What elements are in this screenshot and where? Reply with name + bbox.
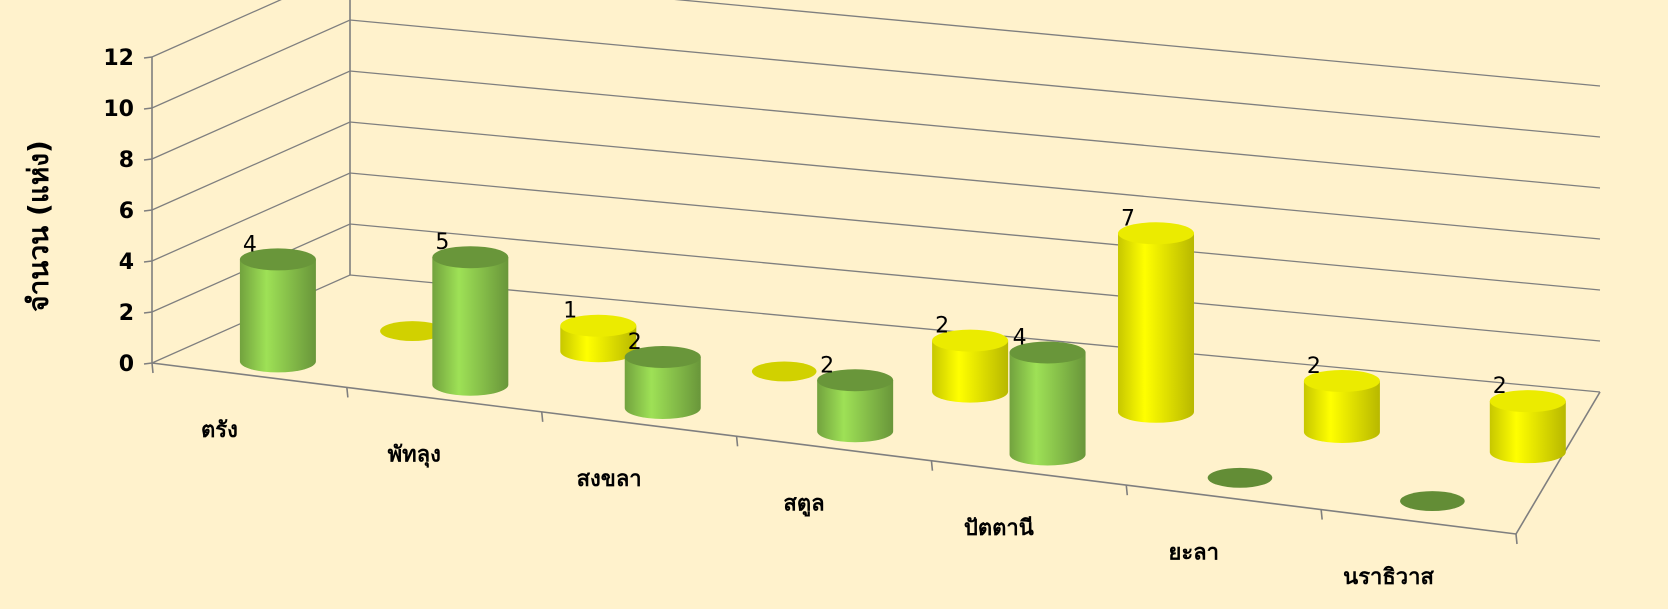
- x-tick-mark: [1125, 485, 1129, 496]
- bar: [1400, 491, 1465, 511]
- bar: [1009, 341, 1086, 466]
- data-label: 4: [243, 232, 257, 257]
- bar-body: [1009, 352, 1086, 466]
- bar-top: [817, 369, 894, 392]
- x-tick-mark: [346, 387, 349, 398]
- y-tick-mark: [143, 158, 153, 161]
- y-tick-mark: [143, 107, 153, 110]
- bar-body: [932, 340, 1009, 403]
- bar-top: [1489, 390, 1566, 413]
- x-tick-mark: [1320, 509, 1323, 520]
- x-tick-mark: [735, 436, 739, 447]
- y-tick-mark: [143, 209, 153, 212]
- bar-body: [1303, 380, 1380, 443]
- y-tick-label: 0: [119, 352, 134, 377]
- bar-body: [1489, 401, 1566, 464]
- y-tick-label: 6: [119, 199, 134, 224]
- x-axis-line: [151, 362, 1517, 535]
- gridline: [151, 70, 1601, 189]
- bar-top: [432, 246, 509, 269]
- y-axis-title: จำนวน (แห่ง): [22, 140, 55, 312]
- bar-top: [624, 345, 701, 368]
- bar-top: [239, 248, 316, 271]
- y-tick-mark: [143, 260, 153, 263]
- x-tick-mark: [151, 362, 154, 374]
- y-tick-label: 2: [119, 301, 134, 326]
- bar-body: [624, 356, 701, 419]
- bar-zero-disc: [751, 361, 817, 382]
- bar-body: [1118, 233, 1195, 423]
- y-tick-mark: [143, 56, 153, 59]
- data-label: 2: [935, 314, 949, 339]
- y-tick-label: 4: [119, 250, 134, 275]
- bar-body: [817, 380, 894, 443]
- bars: [239, 222, 1566, 511]
- bar: [380, 321, 445, 341]
- bar-zero-disc: [1207, 467, 1273, 488]
- data-label: 7: [1121, 206, 1135, 231]
- data-label: 2: [1307, 354, 1321, 379]
- bar-zero-disc: [380, 321, 445, 341]
- bar-top: [1009, 341, 1086, 364]
- axes: [143, 0, 1601, 545]
- data-label: 2: [820, 353, 834, 378]
- bar: [1118, 222, 1195, 423]
- gridline: [151, 19, 1601, 138]
- x-tick-mark: [1515, 533, 1518, 545]
- bar-top: [560, 314, 637, 337]
- bar-top: [1118, 222, 1195, 245]
- x-tick-mark: [540, 411, 544, 422]
- floor-edge: [1515, 391, 1601, 535]
- category-label: ตรัง: [201, 418, 238, 443]
- bar: [1207, 467, 1273, 488]
- category-label: สตูล: [783, 492, 824, 518]
- gridline: [151, 172, 1601, 291]
- data-label: 2: [1493, 374, 1507, 399]
- gridlines: [151, 0, 1601, 393]
- y-tick-labels: 0 2 4 6 8 10 12: [103, 46, 134, 377]
- bar-body: [239, 259, 316, 373]
- data-label: 1: [563, 299, 577, 324]
- bar: [1303, 369, 1380, 443]
- y-tick-label: 8: [119, 148, 134, 173]
- category-label: สงขลา: [577, 467, 642, 492]
- bar: [560, 314, 637, 363]
- y-tick-label: 10: [103, 97, 134, 122]
- data-label: 5: [435, 230, 449, 255]
- gridline: [151, 223, 1601, 342]
- bar: [432, 246, 509, 396]
- y-tick-label: 12: [103, 46, 134, 71]
- data-label: 4: [1013, 326, 1027, 351]
- category-label: พัทลุง: [388, 443, 441, 469]
- bar: [239, 248, 316, 373]
- bar: [624, 345, 701, 419]
- gridline: [151, 0, 1601, 87]
- bar-top: [1303, 369, 1380, 392]
- bar: [817, 369, 894, 443]
- bar-body: [432, 257, 509, 396]
- gridline: [151, 121, 1601, 240]
- category-label: ปัตตานี: [964, 516, 1034, 541]
- data-label: 2: [628, 330, 642, 355]
- bar: [751, 361, 817, 382]
- bar: [1489, 390, 1566, 464]
- bar-top: [932, 329, 1009, 352]
- y-tick-mark: [143, 311, 153, 314]
- bar: [932, 329, 1009, 403]
- category-label: ยะลา: [1168, 540, 1219, 565]
- y-tick-mark: [143, 362, 153, 365]
- x-tick-mark: [930, 460, 934, 471]
- category-label: นราธิวาส: [1343, 565, 1434, 590]
- bar-zero-disc: [1400, 491, 1465, 511]
